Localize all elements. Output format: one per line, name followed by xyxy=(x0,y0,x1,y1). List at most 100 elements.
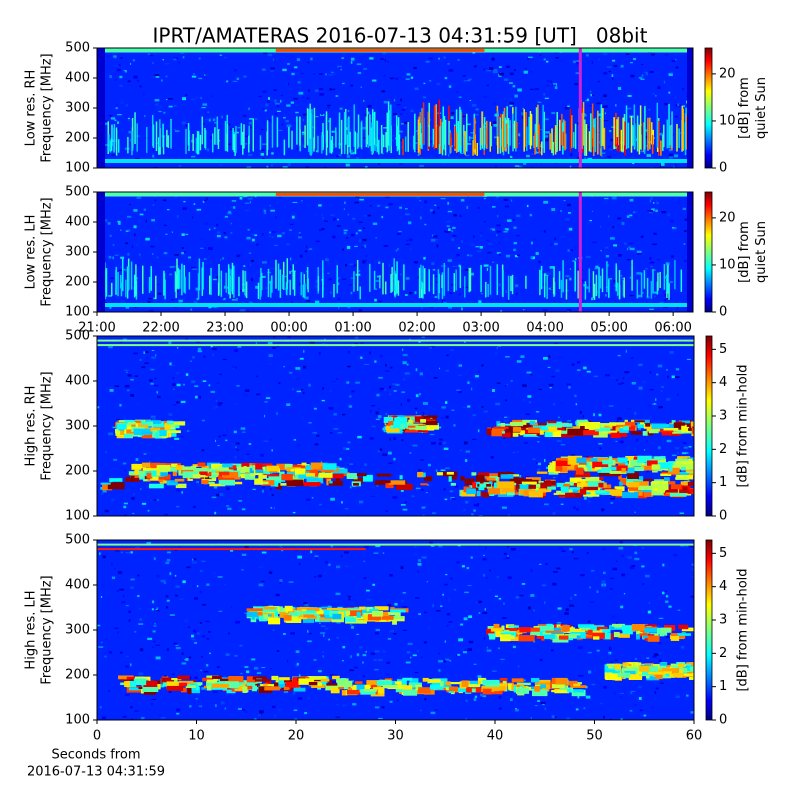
spectrogram-streak xyxy=(296,116,298,145)
spectrogram-streak xyxy=(184,276,187,294)
spectrogram-noise xyxy=(429,346,432,349)
spectrogram-noise xyxy=(547,366,551,368)
spectrogram-streak xyxy=(109,140,112,153)
spectrogram-noise xyxy=(331,72,336,76)
spectrogram-streak xyxy=(322,260,324,290)
spectrogram-streak xyxy=(125,279,127,298)
spectrogram-noise xyxy=(505,356,510,358)
spectrogram-streak xyxy=(420,264,422,290)
spectrogram-blob xyxy=(573,682,582,685)
spectrogram-noise xyxy=(324,560,329,564)
spectrogram-blob xyxy=(252,465,256,471)
spectrogram-noise xyxy=(501,506,507,509)
spectrogram-noise xyxy=(111,154,116,156)
spectrogram-noise xyxy=(361,240,365,244)
spectrogram-noise xyxy=(156,607,159,609)
spectrogram-streak xyxy=(476,142,478,156)
spectrogram-noise xyxy=(121,601,126,604)
spectrogram-noise xyxy=(216,223,219,227)
spectrogram-streak xyxy=(659,271,661,289)
spectrogram-blob xyxy=(230,481,243,485)
spectrogram-blob xyxy=(250,473,256,477)
spectrogram-noise xyxy=(554,716,557,718)
spectrogram-streak xyxy=(537,134,540,150)
spectrogram-noise xyxy=(241,708,245,711)
spectrogram-noise xyxy=(125,103,129,107)
spectrogram-noise xyxy=(114,627,119,630)
spectrogram-noise xyxy=(459,449,462,452)
spectrogram-noise xyxy=(154,623,156,625)
spectrogram-noise xyxy=(429,209,433,212)
spectrogram-noise xyxy=(371,425,376,428)
spectrogram-blob xyxy=(487,689,503,695)
spectrogram-blob xyxy=(547,486,556,490)
spectrogram-noise xyxy=(570,153,573,156)
spectrogram-noise xyxy=(271,449,273,452)
spectrogram-noise xyxy=(208,630,211,633)
spectrogram-noise xyxy=(100,595,103,598)
spectrogram-noise xyxy=(666,369,668,371)
spectrogram-streak xyxy=(592,271,595,298)
spectrogram-noise xyxy=(348,128,353,131)
spectrogram-noise xyxy=(222,298,226,301)
spectrogram-noise xyxy=(658,642,662,645)
spectrogram-noise xyxy=(188,656,192,659)
spectrogram-blob xyxy=(546,421,562,427)
spectrogram-noise xyxy=(333,674,338,676)
spectrogram-noise xyxy=(201,635,206,638)
spectrogram-noise xyxy=(277,110,281,112)
spectrogram-noise xyxy=(402,378,406,381)
spectrogram-noise xyxy=(406,363,409,366)
spectrogram-streak xyxy=(300,272,303,296)
spectrogram-noise xyxy=(459,215,462,217)
spectrogram-blob xyxy=(548,465,557,473)
spectrogram-noise xyxy=(319,64,324,67)
spectrogram-noise xyxy=(119,588,125,591)
spectrogram-blob xyxy=(693,427,694,435)
spectrogram-noise xyxy=(556,440,562,442)
spectrogram-noise xyxy=(271,152,274,155)
spectrogram-noise xyxy=(119,651,123,654)
spectrogram-noise xyxy=(461,240,463,243)
spectrogram-noise xyxy=(616,379,619,381)
spectrogram-blob xyxy=(558,492,575,497)
spectrogram-blob xyxy=(195,684,199,691)
colorbar-label: [dB] from min-hold xyxy=(736,364,751,487)
spectrogram-noise xyxy=(569,547,573,551)
spectrogram-noise xyxy=(171,231,173,234)
spectrogram-noise xyxy=(270,488,272,491)
spectrogram-noise xyxy=(203,247,206,249)
spectrogram-noise xyxy=(238,575,243,578)
spectrogram-noise xyxy=(260,129,264,131)
spectrogram-noise xyxy=(181,491,183,494)
spectrogram-noise xyxy=(451,112,455,115)
spectrogram-noise xyxy=(385,370,390,372)
spectrogram-noise xyxy=(446,225,450,227)
spectrogram-streak xyxy=(105,268,108,297)
spectrogram-noise xyxy=(438,652,441,655)
spectrogram-noise xyxy=(608,652,611,655)
spectrogram-noise xyxy=(272,231,276,233)
spectrogram-streak xyxy=(382,134,385,148)
spectrogram-noise xyxy=(617,600,621,603)
spectrogram-noise xyxy=(543,230,546,233)
spectrogram-noise xyxy=(248,301,253,304)
spectrogram-blob xyxy=(537,687,550,692)
spectrogram-noise xyxy=(235,442,240,445)
spectrogram-streak xyxy=(682,108,684,151)
spectrogram-blob xyxy=(268,475,283,481)
spectrogram-noise xyxy=(671,255,674,258)
spectrogram-noise xyxy=(292,511,296,514)
spectrogram-noise xyxy=(629,62,633,64)
spectrogram-noise xyxy=(586,370,591,373)
spectrogram-noise xyxy=(433,235,438,238)
spectrogram-blob xyxy=(644,478,653,482)
spectrogram-noise xyxy=(123,505,127,509)
spectrogram-noise xyxy=(181,121,186,125)
spectrogram-blob xyxy=(422,677,429,682)
spectrogram-noise xyxy=(496,230,501,233)
spectrogram-noise xyxy=(165,75,168,78)
spectrogram-blob xyxy=(637,476,644,480)
spectrogram-noise xyxy=(492,670,497,673)
spectrogram-noise xyxy=(359,198,364,201)
